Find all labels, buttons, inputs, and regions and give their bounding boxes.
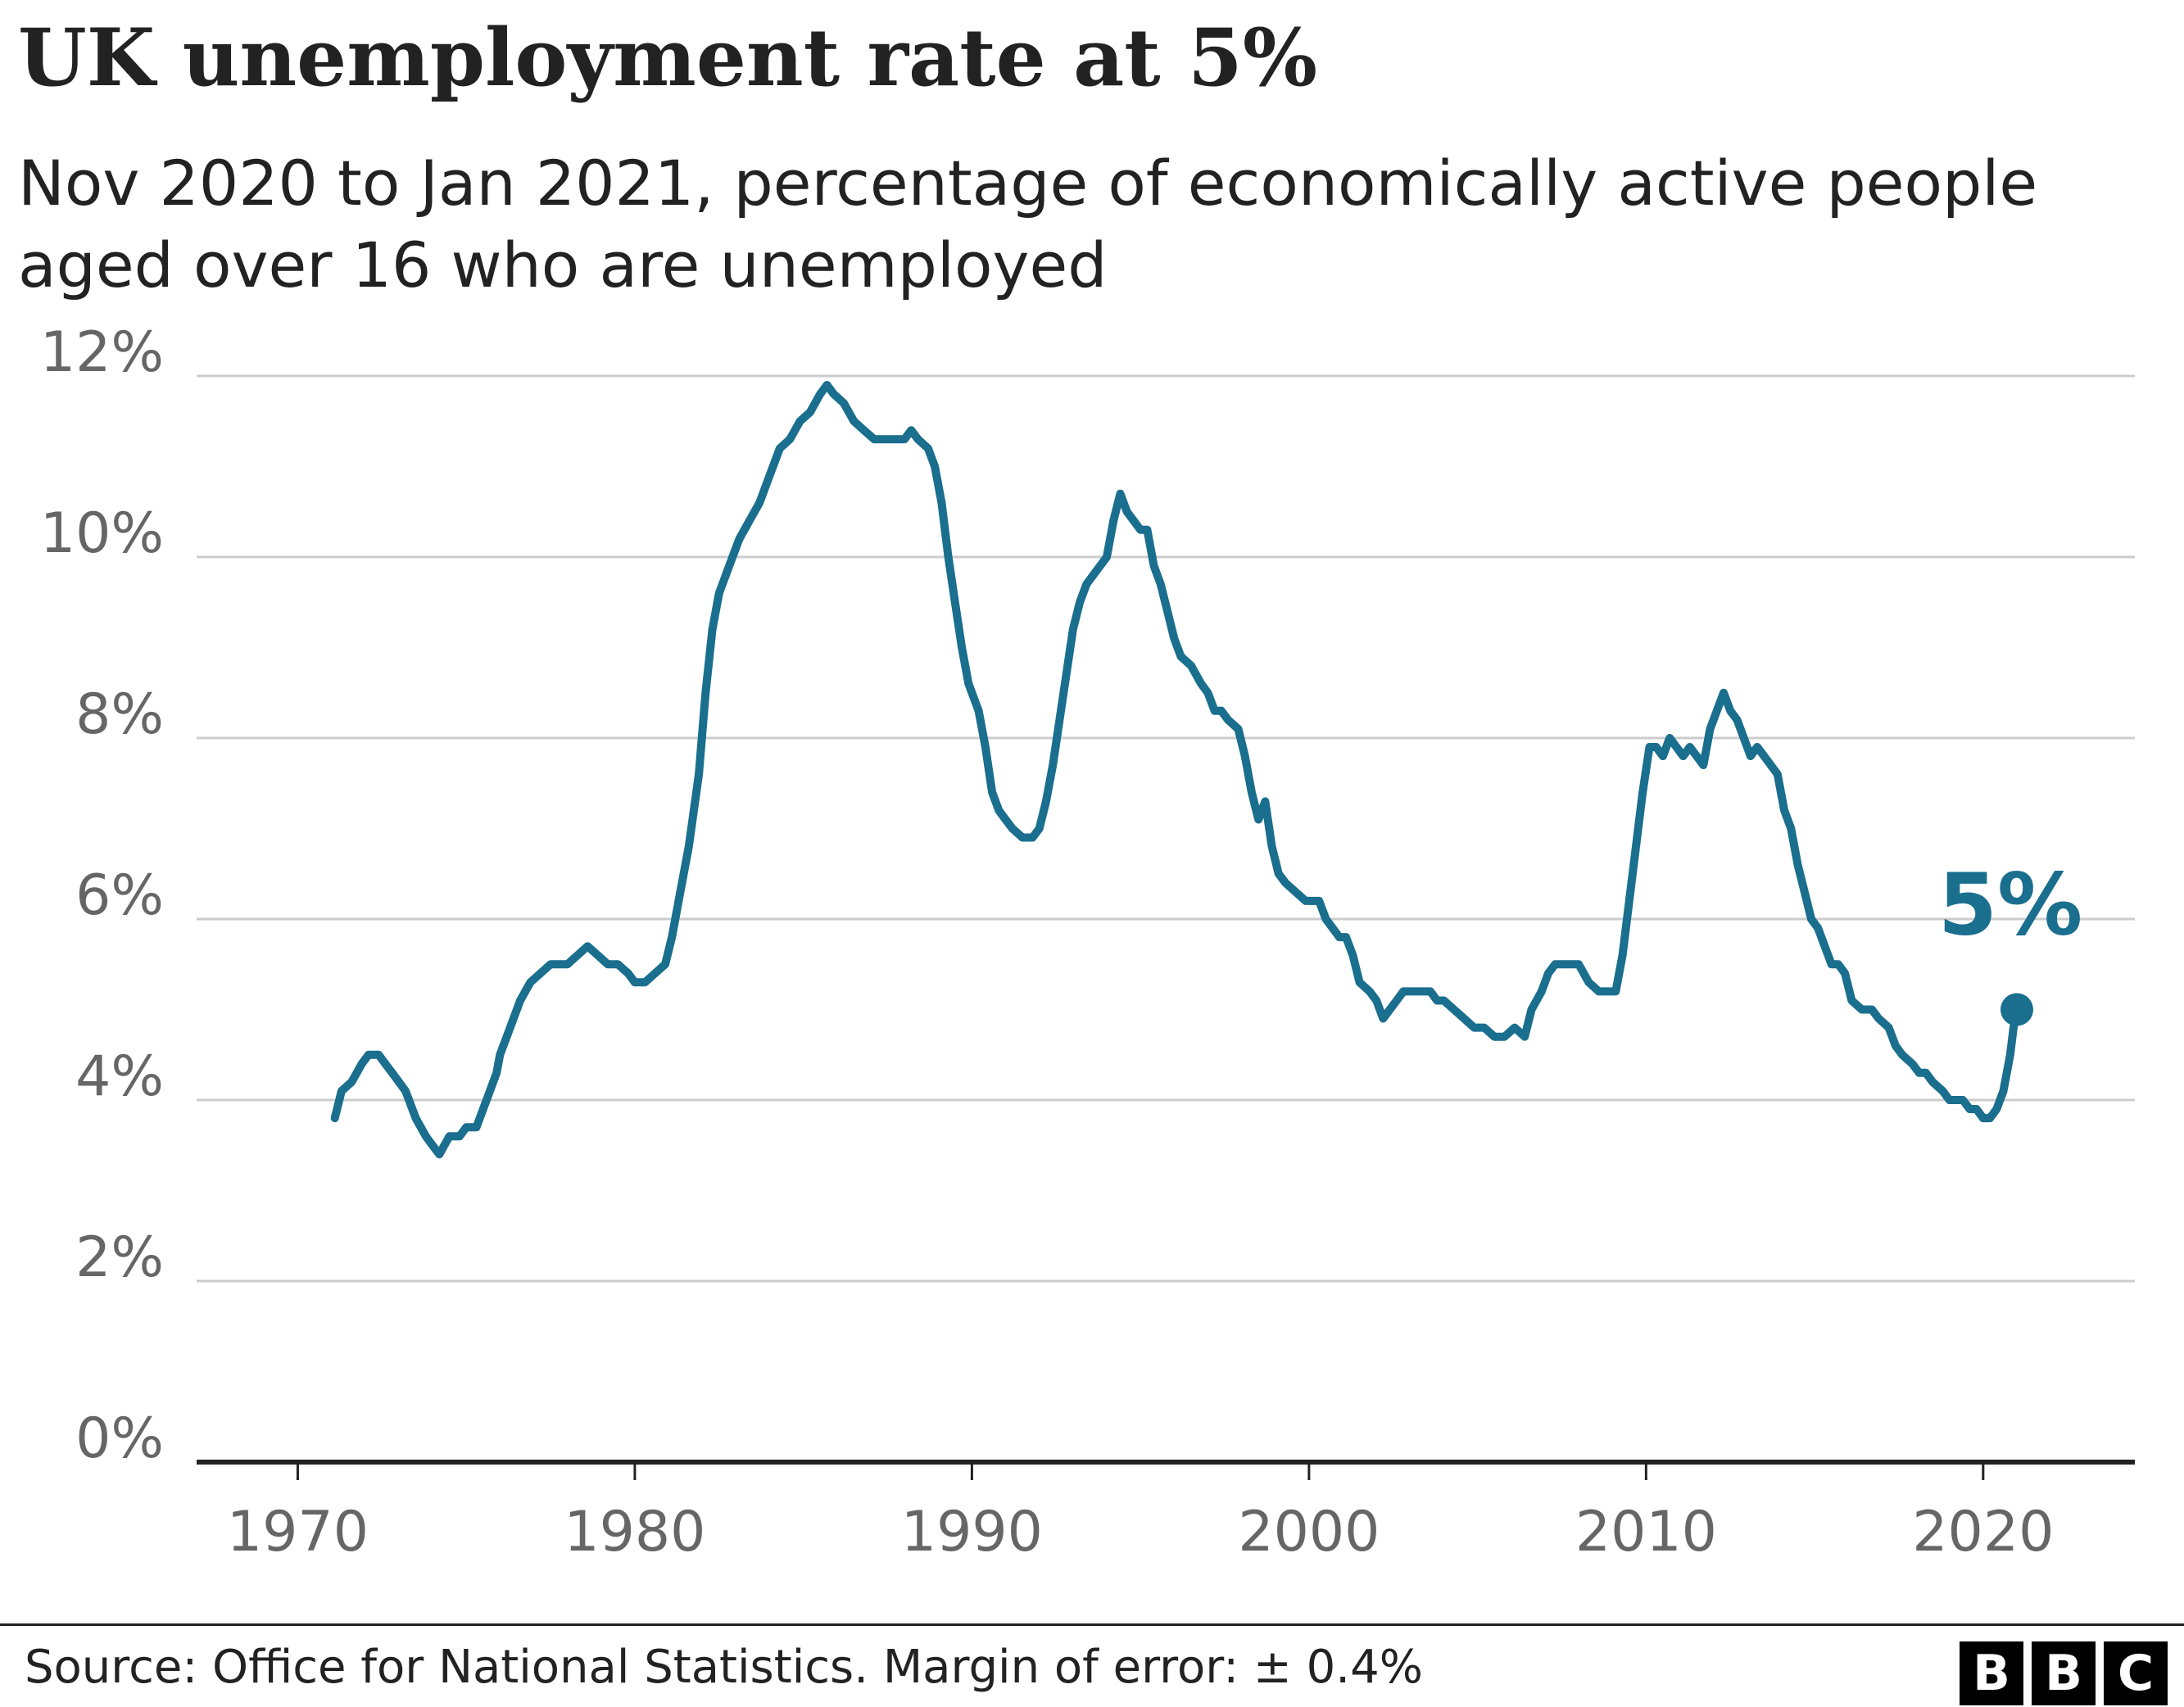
y-axis-tick-labels: 0% 2% 4% 6% 8% 10% 12% <box>40 320 164 1471</box>
y-tick-label: 8% <box>75 682 164 747</box>
latest-value-label: 5% <box>1938 855 2083 955</box>
x-tick-label: 1970 <box>227 1500 369 1564</box>
x-axis-tick-labels: 1970 1980 1990 2000 2010 2020 <box>227 1500 2054 1564</box>
y-tick-label: 6% <box>75 863 164 928</box>
x-tick-label: 1990 <box>901 1500 1043 1564</box>
x-tick-label: 2020 <box>1912 1500 2054 1564</box>
unemployment-series-line <box>330 381 2021 1159</box>
x-tick-label: 2010 <box>1575 1500 1717 1564</box>
bbc-logo: B B C <box>1960 1641 2168 1707</box>
grid-lines <box>197 374 2135 1283</box>
bbc-logo-letter: B <box>2032 1641 2096 1705</box>
y-tick-label: 10% <box>40 501 164 566</box>
latest-value-point <box>2000 993 2033 1026</box>
x-tick-label: 2000 <box>1238 1500 1380 1564</box>
y-tick-label: 2% <box>75 1225 164 1290</box>
chart-title: UK unemployment rate at 5% <box>18 11 1318 104</box>
chart-subtitle: Nov 2020 to Jan 2021, percentage of econ… <box>18 147 2038 301</box>
unemployment-line-chart: 0% 2% 4% 6% 8% 10% 12% 1970 1980 1990 2000 2010 202… <box>40 320 2135 1564</box>
y-tick-label: 4% <box>75 1044 164 1109</box>
source-note: Source: Office for National Statistics. … <box>25 1641 1423 1694</box>
bbc-logo-letter: B <box>1960 1641 2023 1705</box>
y-tick-label: 0% <box>75 1406 164 1471</box>
footer-divider <box>0 1623 2184 1626</box>
x-axis <box>197 1460 2135 1480</box>
x-tick-label: 1980 <box>564 1500 705 1564</box>
y-tick-label: 12% <box>40 320 164 385</box>
bbc-logo-letter: C <box>2104 1641 2168 1705</box>
